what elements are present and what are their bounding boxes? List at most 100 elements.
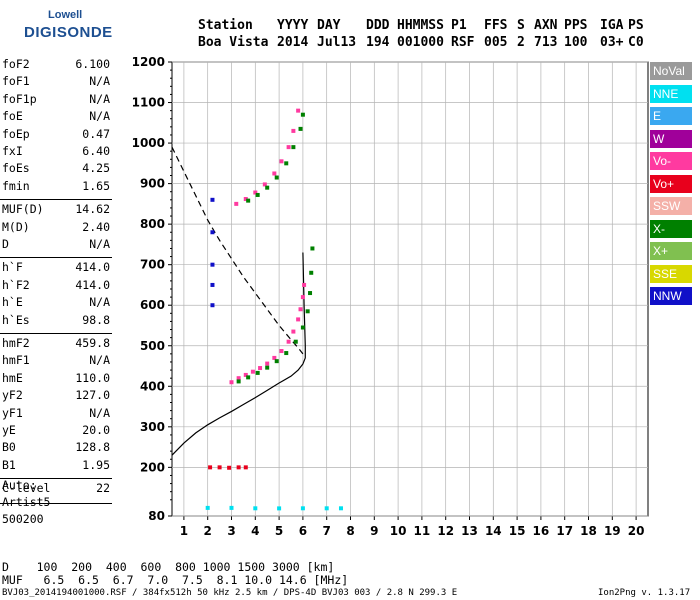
header-field-label: PS [628,18,644,33]
param-row: foE N/A [2,109,110,125]
param-row: foF1p N/A [2,92,110,108]
header-field-value: 194 [366,35,390,50]
data-point-x-trace [236,379,241,384]
header-field-label: YYYY [277,18,309,33]
header-field-label: Station [198,18,253,33]
header-field-label: S [517,18,525,33]
data-point-o-trace [236,376,241,381]
param-row: foEs 4.25 [2,161,110,177]
param-value: N/A [89,74,110,89]
param-row: B1 1.95 [2,458,110,474]
param-row: yE 20.0 [2,423,110,439]
param-row: C-level 22 [2,481,110,497]
data-point-multi-hop-x [298,126,303,131]
param-value: 20.0 [82,423,110,437]
data-point-multi-hop-o [296,108,301,113]
param-value: 98.8 [82,312,110,327]
y-tick-label: 1000 [132,136,165,150]
param-name: hmF2 [2,336,30,350]
profile-solid-line [171,252,306,456]
x-tick-label: 17 [556,524,573,538]
x-tick-label: 18 [580,524,597,538]
data-point-spread-F [210,282,215,287]
header-field-label: FFS [484,18,508,33]
param-name: foF1p [2,91,37,106]
legend-item-sse: SSE [650,264,692,283]
param-value: 6.40 [82,144,110,158]
data-point-multi-hop-o [279,159,284,164]
param-row: D N/A [2,237,110,253]
param-separator [0,257,112,259]
data-point-o-trace [300,295,305,300]
y-tick-label: 900 [140,177,165,191]
data-point-multi-hop-o [272,171,277,176]
data-point-spread-F [210,262,215,267]
x-tick-label: 6 [299,524,307,538]
header-field-value: 100 [564,35,588,50]
param-separator [0,478,112,480]
data-point-F-echo-200km [208,465,213,470]
header-field-value: 03+ [600,35,624,50]
param-value: N/A [89,353,110,368]
data-point-o-trace [298,307,303,312]
data-point-o-trace [286,339,291,344]
param-name: M(D) [2,219,30,234]
footer-file-info: BVJ03_2014194001000.RSF / 384fx512h 50 k… [2,588,458,598]
param-row: foF2 6.100 [2,57,110,73]
header-field-label: PPS [564,18,588,33]
legend-item-x: X+ [650,242,692,260]
data-point-Es [229,505,234,510]
param-name: yF1 [2,405,23,420]
param-name: yF2 [2,388,23,403]
data-point-x-trace [305,309,310,314]
digisonde-logo: Lowell DIGISONDE [8,6,158,46]
param-separator [0,199,112,201]
param-row: B0 128.8 [2,440,110,456]
header-field-value: 2014 [277,35,309,50]
data-point-multi-hop-o [262,182,267,187]
data-point-x-trace [265,365,270,370]
header-field-value: 001000 [397,35,444,50]
header-field-label: AXN [534,18,558,33]
distance-row: D 100 200 400 600 800 1000 1500 3000 [km… [2,560,335,574]
y-tick-label: 400 [140,379,165,393]
data-point-F-echo-200km [227,465,232,470]
x-tick-label: 14 [485,524,502,538]
param-name: yE [2,423,16,437]
legend-item-ssw: SSW [650,197,692,215]
y-tick-label: 800 [140,217,165,231]
param-name: B0 [2,440,16,455]
legend-item-noval: NoVal [650,62,692,80]
legend-item-e: E [650,107,692,125]
x-tick-label: 7 [323,524,331,538]
x-tick-label: 4 [251,524,259,538]
param-row: yF2 127.0 [2,388,110,404]
y-tick-label: 500 [140,339,165,353]
param-name: foF1 [2,74,30,89]
x-tick-label: 2 [204,524,212,538]
param-name: h`Es [2,312,30,327]
header-field-label: DAY [317,18,341,33]
y-tick-label: 1200 [132,55,165,69]
param-name: fmin [2,178,30,193]
param-value: 128.8 [75,440,110,455]
data-point-x-trace [308,291,313,296]
data-point-multi-hop-x [255,192,260,197]
data-point-x-trace [255,370,260,375]
auto-label: Auto: [2,478,37,492]
legend-item-x: X- [650,219,692,238]
param-value: 4.25 [82,161,110,176]
header-field-label: HHMMSS [397,18,444,33]
param-name: MUF(D) [2,202,44,217]
param-row: yF1 N/A [2,406,110,422]
data-point-spread-F [210,303,215,308]
param-name: foE [2,109,23,124]
data-point-o-trace [229,380,234,385]
header-field-value: 2 [517,35,525,50]
data-point-o-trace [243,372,248,377]
param-value: 127.0 [75,388,110,403]
data-point-Es [277,506,282,511]
param-value: 1.65 [82,178,110,193]
data-point-multi-hop-o [253,190,258,195]
header-field-value: RSF [451,35,475,50]
